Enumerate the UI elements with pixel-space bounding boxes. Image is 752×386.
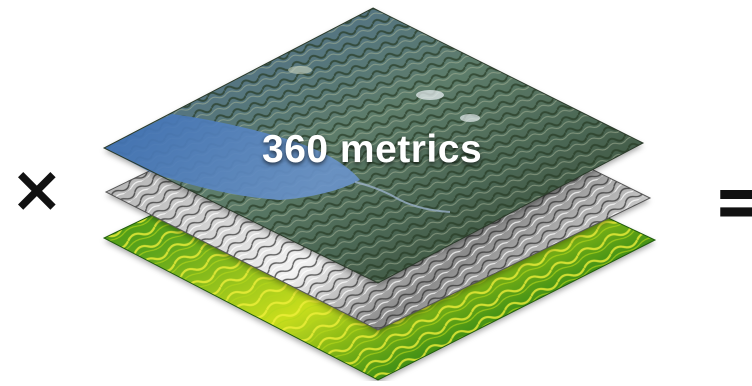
equals-operator: =	[712, 157, 752, 247]
aerial-imagery-layer	[102, 7, 645, 284]
water-body	[104, 114, 360, 200]
multiply-operator: ×	[10, 153, 64, 227]
metrics-label: 360 metrics	[262, 128, 483, 171]
